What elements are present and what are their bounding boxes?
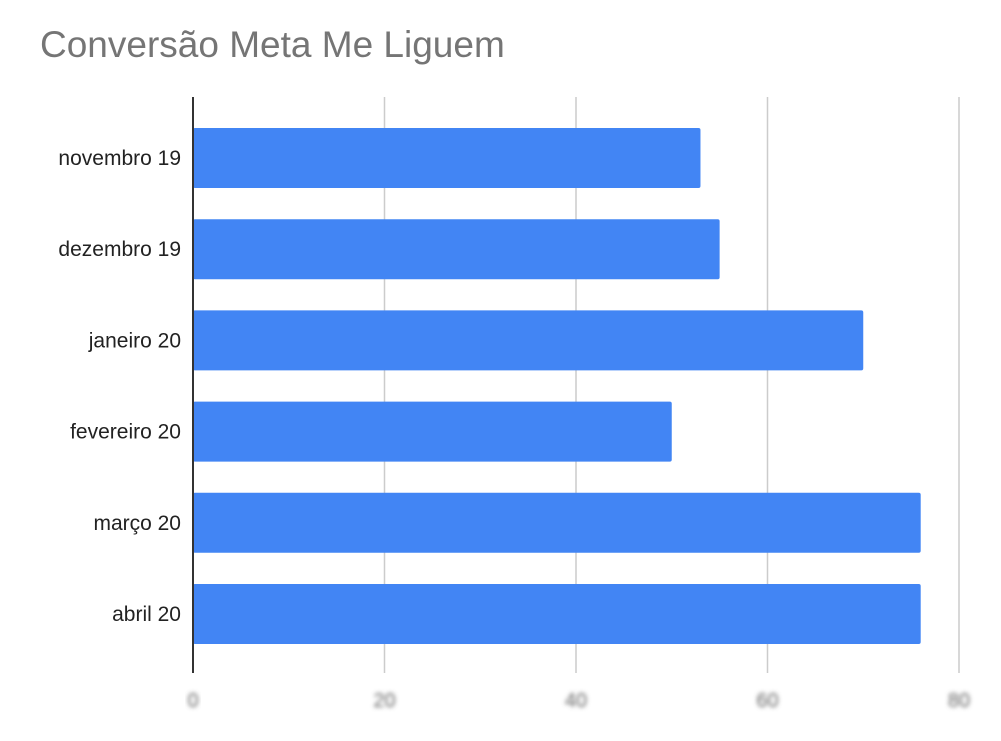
x-tick-label-40: 40	[565, 690, 587, 712]
x-tick-label-80: 80	[948, 690, 970, 712]
bars	[193, 128, 921, 644]
bar-5	[193, 584, 921, 644]
gridlines	[383, 97, 960, 673]
bar-1	[193, 219, 720, 280]
category-label-0: novembro 19	[58, 147, 181, 170]
bar-0	[193, 128, 701, 188]
bar-3	[193, 401, 672, 462]
chart-title: Conversão Meta Me Liguem	[40, 24, 505, 65]
category-label-4: março 20	[93, 512, 181, 535]
category-label-2: janeiro 20	[88, 329, 181, 352]
x-tick-labels: 0 20 40 60 80	[187, 690, 970, 712]
category-label-3: fevereiro 20	[70, 421, 181, 444]
category-label-5: abril 20	[112, 603, 181, 626]
x-tick-label-0: 0	[187, 690, 198, 712]
bar-4	[193, 492, 921, 553]
category-labels: novembro 19 dezembro 19 janeiro 20 fevereir…	[58, 147, 181, 626]
x-tick-label-20: 20	[373, 690, 395, 712]
x-tick-label-60: 60	[756, 690, 778, 712]
category-label-1: dezembro 19	[58, 238, 181, 261]
bar-2	[193, 310, 864, 371]
